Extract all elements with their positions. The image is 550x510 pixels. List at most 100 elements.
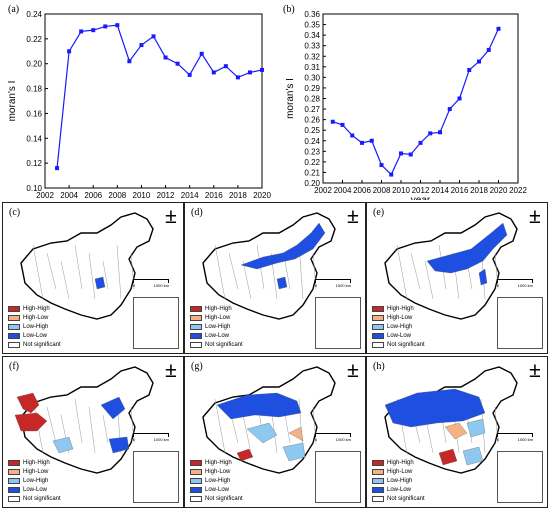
china-map	[14, 366, 154, 474]
y-axis-title: moran's I	[285, 78, 296, 119]
legend-item: Low-High	[190, 476, 243, 485]
legend-item: Low-High	[8, 476, 61, 485]
province-boundary	[494, 406, 499, 444]
cluster-region	[246, 422, 278, 444]
legend-item: High-Low	[8, 467, 61, 476]
data-point	[211, 70, 216, 75]
province-boundary	[228, 252, 239, 290]
data-point	[399, 151, 403, 156]
y-tick-label: 0.10	[26, 184, 42, 193]
province-boundary	[312, 252, 317, 290]
legend-label: Not significant	[387, 495, 425, 502]
legend-label: High-Low	[205, 468, 231, 475]
scale-start: 0	[315, 437, 318, 442]
map-legend: High-High High-Low Low-High Low-Low Not sign…	[190, 458, 243, 503]
x-tick-label: 2022	[509, 186, 527, 195]
legend-item: High-Low	[190, 467, 243, 476]
scale-bar: 0 1000 km	[315, 433, 351, 442]
legend-item: Low-High	[372, 476, 425, 485]
legend-label: Low-High	[205, 477, 231, 484]
data-point	[408, 152, 413, 157]
cluster-region	[16, 392, 40, 414]
legend-swatch	[8, 468, 20, 475]
x-tick-label: 2012	[157, 191, 175, 200]
north-arrow-icon: ±	[164, 203, 177, 228]
scale-bar: 0 1000 km	[133, 279, 169, 288]
cluster-region	[282, 442, 306, 462]
legend-swatch	[190, 314, 202, 321]
scale-start: 0	[497, 437, 500, 442]
legend-swatch	[8, 305, 20, 312]
panel-label: (b)	[283, 4, 295, 15]
country-outline	[20, 212, 154, 320]
data-point	[187, 72, 192, 77]
data-point	[199, 51, 204, 56]
legend-label: Low-Low	[387, 332, 412, 339]
legend-item: Low-Low	[372, 485, 425, 494]
province-boundary	[214, 244, 226, 300]
legend-item: Low-Low	[190, 331, 243, 340]
legend-label: High-High	[205, 305, 232, 312]
data-point	[477, 59, 481, 64]
map-legend: High-High High-Low Low-High Low-Low Not sign…	[190, 304, 243, 349]
legend-item: Low-Low	[8, 485, 61, 494]
y-tick-label: 0.25	[304, 126, 320, 135]
legend-item: High-High	[190, 304, 243, 313]
cluster-region	[52, 436, 74, 454]
legend-swatch	[372, 314, 384, 321]
legend-item: Not significant	[8, 340, 61, 349]
legend-label: High-High	[387, 459, 414, 466]
data-point	[139, 43, 144, 48]
data-point	[447, 107, 452, 112]
series-line	[332, 28, 500, 176]
series-line	[56, 24, 263, 169]
data-point	[467, 67, 472, 72]
legend-item: High-High	[8, 458, 61, 467]
x-tick-label: 2014	[181, 191, 199, 200]
map-panel-label: (d)	[191, 207, 203, 218]
x-tick-label: 2020	[490, 186, 508, 195]
legend-swatch	[8, 486, 20, 493]
province-boundary	[396, 244, 408, 300]
data-point	[418, 140, 423, 145]
province-boundary	[46, 252, 57, 290]
cluster-region	[100, 396, 126, 420]
y-tick-label: 0.34	[304, 31, 320, 40]
y-tick-label: 0.21	[304, 168, 320, 177]
legend-label: Not significant	[23, 341, 61, 348]
panel-label: (a)	[8, 4, 19, 15]
y-tick-label: 0.22	[26, 35, 42, 44]
chart-b: (b)2002 2004 2006 2008 2010 2012 2014 2016 2018 2…	[283, 4, 527, 200]
cluster-region	[108, 436, 130, 454]
x-tick-label: 2018	[470, 186, 488, 195]
legend-item: Not significant	[190, 494, 243, 503]
legend-label: Low-Low	[387, 486, 412, 493]
y-tick-label: 0.27	[304, 105, 320, 114]
data-point	[486, 47, 491, 52]
province-boundary	[88, 252, 96, 300]
legend-item: Not significant	[372, 340, 425, 349]
data-point	[235, 75, 240, 80]
legend-label: High-Low	[205, 314, 231, 321]
y-tick-label: 0.22	[304, 158, 320, 167]
country-outline	[202, 212, 336, 320]
map-panel: (d) ±0 1000 km High-High High-Low Low-High Low…	[184, 202, 366, 354]
y-tick-label: 0.20	[304, 179, 320, 188]
cluster-region	[462, 446, 484, 466]
y-tick-label: 0.23	[304, 147, 320, 156]
data-point	[151, 34, 156, 39]
y-tick-label: 0.24	[26, 10, 42, 19]
data-point	[260, 67, 264, 72]
legend-swatch	[372, 323, 384, 330]
y-tick-label: 0.35	[304, 21, 320, 30]
x-tick-label: 2018	[229, 191, 247, 200]
map-legend: High-High High-Low Low-High Low-Low Not sign…	[8, 304, 61, 349]
legend-label: High-High	[387, 305, 414, 312]
data-point	[103, 24, 108, 29]
legend-label: High-High	[23, 305, 50, 312]
map-panel: (e) ±0 1000 km High-High High-Low Low-High Low…	[366, 202, 548, 354]
legend-swatch	[372, 332, 384, 339]
scale-bar: 0 1000 km	[497, 433, 533, 442]
legend-swatch	[190, 495, 202, 502]
data-point	[379, 163, 384, 168]
